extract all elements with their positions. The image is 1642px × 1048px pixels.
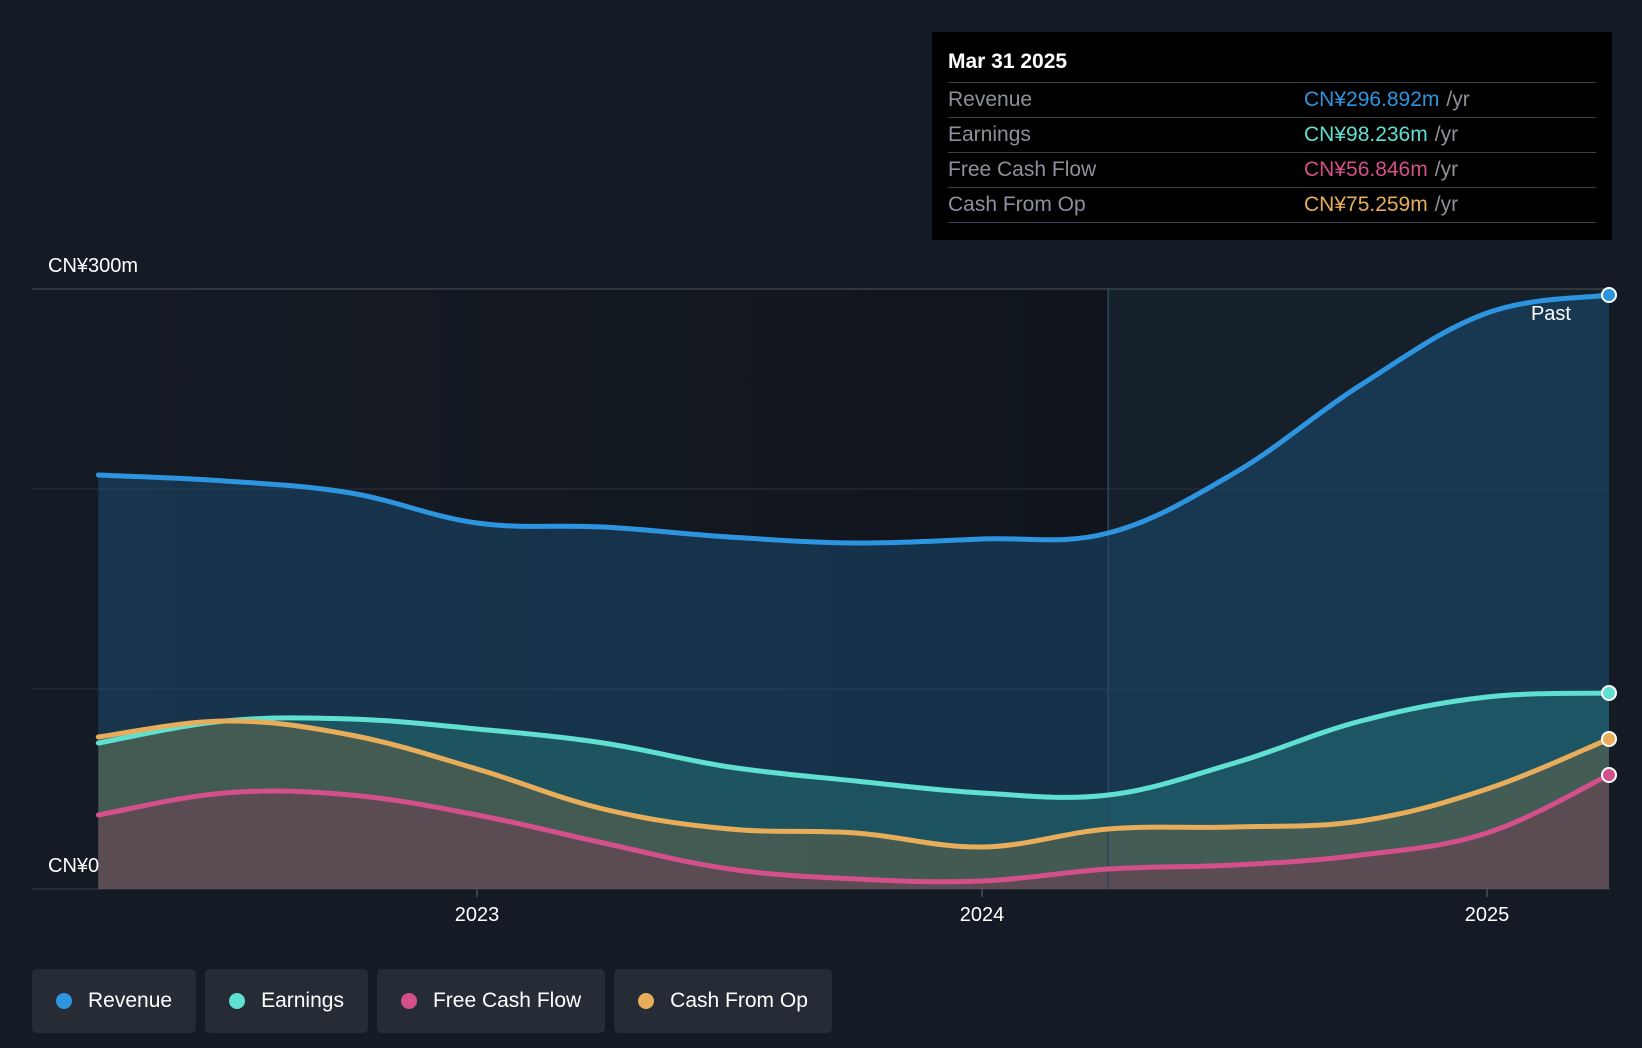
legend-item-revenue[interactable]: Revenue	[32, 969, 197, 1033]
legend-item-free-cash-flow[interactable]: Free Cash Flow	[376, 969, 606, 1033]
tooltip-row-earnings: Earnings CN¥98.236m /yr	[948, 117, 1596, 152]
legend-item-earnings[interactable]: Earnings	[205, 969, 368, 1033]
series-lines	[95, 292, 1612, 885]
x-tick-label: 2024	[960, 904, 1005, 926]
tooltip-unit: /yr	[1434, 123, 1459, 146]
tooltip-label: Earnings	[948, 123, 1031, 146]
series-end-dots	[1601, 287, 1617, 783]
series-line-earnings	[95, 690, 1612, 800]
tooltip-unit: /yr	[1446, 88, 1470, 111]
series-area-revenue	[98, 295, 1609, 889]
x-tick-label: 2025	[1465, 904, 1510, 926]
y-axis-label-bottom: CN¥0	[48, 855, 99, 877]
legend: Revenue Earnings Free Cash Flow Cash Fro…	[32, 969, 832, 1033]
legend-dot-icon	[56, 993, 72, 1009]
legend-label: Earnings	[261, 989, 344, 1012]
y-axis-label-top: CN¥300m	[48, 255, 138, 277]
series-areas	[98, 295, 1609, 889]
past-label: Past	[1531, 303, 1571, 325]
series-line-revenue	[95, 292, 1612, 546]
series-line-cash-from-op	[95, 718, 1612, 850]
series-end-point-free-cash-flow[interactable]	[1601, 767, 1617, 783]
tooltip-value: CN¥98.236m	[1304, 123, 1428, 146]
tooltip-label: Cash From Op	[948, 193, 1086, 216]
series-area-free-cash-flow	[98, 775, 1609, 889]
legend-dot-icon	[229, 993, 246, 1009]
tooltip-label: Revenue	[948, 88, 1033, 111]
x-tick-label: 2023	[455, 904, 500, 926]
tooltip-row-revenue: Revenue CN¥296.892m /yr	[948, 82, 1596, 117]
tooltip-value: CN¥75.259m	[1304, 193, 1428, 216]
legend-label: Free Cash Flow	[432, 989, 582, 1012]
tooltip-value: CN¥56.846m	[1304, 158, 1428, 181]
series-area-cash-from-op	[98, 720, 1609, 889]
legend-label: Revenue	[88, 989, 173, 1012]
legend-label: Cash From Op	[670, 989, 808, 1012]
tooltip-unit: /yr	[1434, 193, 1459, 216]
legend-dot-icon	[400, 993, 417, 1009]
tooltip-label: Free Cash Flow	[948, 158, 1097, 181]
series-end-point-cash-from-op[interactable]	[1601, 731, 1617, 747]
series-line-free-cash-flow	[95, 772, 1612, 885]
x-axis-ticks: 2023 2024 2025	[455, 889, 1510, 926]
series-end-point-earnings[interactable]	[1601, 685, 1617, 701]
tooltip-date: Mar 31 2025	[948, 50, 1068, 73]
tooltip-row-cash-from-op: Cash From Op CN¥75.259m /yr	[948, 187, 1596, 223]
tooltip-unit: /yr	[1434, 158, 1459, 181]
tooltip: Mar 31 2025 Revenue CN¥296.892m /yr Earn…	[932, 32, 1612, 240]
legend-item-cash-from-op[interactable]: Cash From Op	[614, 969, 832, 1033]
series-area-earnings	[98, 693, 1609, 889]
tooltip-row-free-cash-flow: Free Cash Flow CN¥56.846m /yr	[948, 152, 1596, 187]
series-end-point-revenue[interactable]	[1601, 287, 1617, 303]
legend-dot-icon	[638, 993, 655, 1009]
tooltip-value: CN¥296.892m	[1304, 88, 1440, 111]
